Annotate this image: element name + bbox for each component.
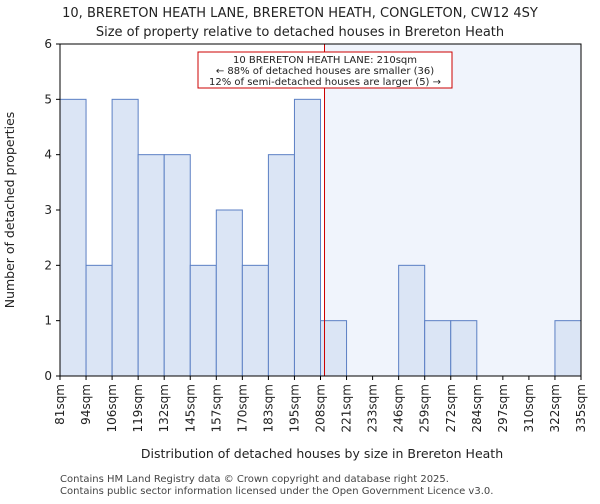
bar-170sqm (241, 264, 269, 377)
y-tick-label-3: 3 (44, 203, 52, 217)
bar-132sqm (163, 154, 191, 377)
x-axis-ticks: 81sqm 94sqm 106sqm 119sqm 132sqm 145sqm 157sqm… (53, 376, 588, 432)
bar-group (59, 98, 582, 377)
footer-line-2: Contains public sector information licen… (60, 486, 493, 497)
annotation-box: 10 BRERETON HEATH LANE: 210sqm ← 88% of … (197, 51, 453, 89)
bar-94sqm (85, 264, 113, 377)
y-tick-label-1: 1 (44, 314, 52, 328)
y-tick-label-4: 4 (44, 148, 52, 162)
x-tick-label-284sqm: 284sqm (470, 384, 484, 432)
bar-259sqm (424, 320, 452, 377)
x-tick-label-259sqm: 259sqm (418, 384, 432, 432)
footer-line-1: Contains HM Land Registry data © Crown c… (60, 474, 449, 485)
bar-106sqm (111, 98, 139, 377)
x-tick-label-81sqm: 81sqm (53, 384, 67, 425)
annotation-line-3: 12% of semi-detached houses are larger (… (209, 77, 441, 88)
annotation-frame (197, 51, 453, 89)
annotation-line-2: ← 88% of detached houses are smaller (36… (216, 66, 434, 77)
x-tick-label-322sqm: 322sqm (548, 384, 562, 432)
x-tick-label-272sqm: 272sqm (444, 384, 458, 432)
x-tick-label-233sqm: 233sqm (366, 384, 380, 432)
y-tick-label-6: 6 (44, 37, 52, 51)
y-axis-label: Number of detached properties (2, 112, 17, 309)
x-axis-label: Distribution of detached houses by size … (141, 446, 503, 461)
x-tick-label-106sqm: 106sqm (105, 384, 119, 432)
x-tick-label-335sqm: 335sqm (574, 384, 588, 432)
y-tick-label-0: 0 (44, 369, 52, 383)
y-axis-ticks: 0 1 2 3 4 5 6 (44, 37, 60, 383)
bar-119sqm (137, 154, 165, 377)
bar-246sqm (398, 264, 426, 377)
bar-322sqm (554, 320, 582, 377)
x-tick-label-310sqm: 310sqm (522, 384, 536, 432)
bar-183sqm (267, 154, 295, 377)
bar-157sqm (215, 209, 243, 377)
bar-272sqm (450, 320, 478, 377)
bar-81sqm (59, 98, 87, 377)
x-tick-label-145sqm: 145sqm (183, 384, 197, 432)
x-tick-label-246sqm: 246sqm (392, 384, 406, 432)
bar-195sqm (293, 98, 322, 377)
x-tick-label-157sqm: 157sqm (209, 384, 223, 432)
bar-145sqm (189, 264, 217, 377)
x-tick-label-183sqm: 183sqm (261, 384, 275, 432)
x-tick-label-132sqm: 132sqm (157, 384, 171, 432)
x-tick-label-94sqm: 94sqm (79, 384, 93, 425)
y-tick-label-5: 5 (44, 92, 52, 106)
chart-subtitle: Size of property relative to detached ho… (96, 25, 504, 40)
x-tick-label-119sqm: 119sqm (131, 384, 145, 432)
x-tick-label-170sqm: 170sqm (235, 384, 249, 432)
x-tick-label-221sqm: 221sqm (340, 384, 354, 432)
chart-title: 10, BRERETON HEATH LANE, BRERETON HEATH,… (62, 6, 538, 21)
x-tick-label-208sqm: 208sqm (314, 384, 328, 432)
annotation-line-1: 10 BRERETON HEATH LANE: 210sqm (233, 55, 417, 66)
x-tick-label-297sqm: 297sqm (496, 384, 510, 432)
y-tick-label-2: 2 (44, 258, 52, 272)
x-tick-label-195sqm: 195sqm (287, 384, 301, 432)
